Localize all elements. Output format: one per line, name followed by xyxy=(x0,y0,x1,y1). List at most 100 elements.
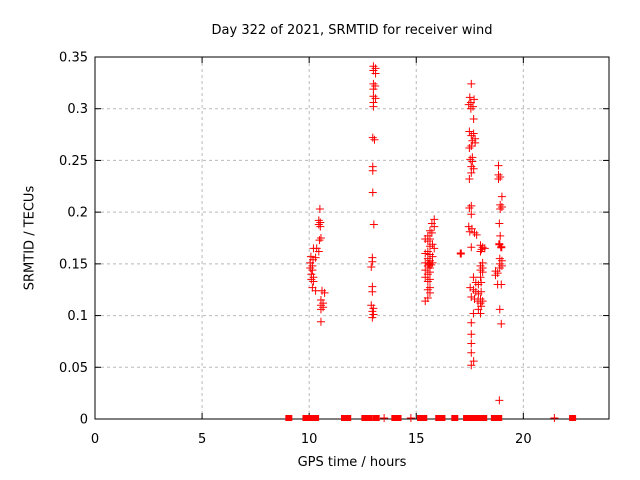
data-point xyxy=(368,287,377,296)
data-point xyxy=(478,297,487,306)
data-point xyxy=(478,243,487,252)
data-point xyxy=(491,271,500,280)
data-point xyxy=(466,283,475,292)
data-point xyxy=(423,277,432,286)
data-point xyxy=(495,396,504,405)
data-point-zero xyxy=(312,415,320,421)
data-point-zero xyxy=(361,415,369,421)
data-point xyxy=(469,115,478,124)
data-point xyxy=(470,228,479,237)
data-point xyxy=(474,305,483,314)
data-point xyxy=(467,318,476,327)
data-point xyxy=(467,348,476,357)
data-point xyxy=(496,172,505,181)
data-point xyxy=(469,102,478,111)
data-point xyxy=(493,269,502,278)
data-point xyxy=(465,204,474,213)
data-point xyxy=(425,235,434,244)
data-point-zero xyxy=(474,415,482,421)
data-point xyxy=(494,161,503,170)
data-point xyxy=(497,192,506,201)
data-point xyxy=(371,94,380,103)
data-point xyxy=(495,305,504,314)
data-point xyxy=(320,288,329,297)
data-point xyxy=(467,79,476,88)
data-point xyxy=(465,227,474,236)
y-tick-label: 0.05 xyxy=(59,361,88,376)
data-point xyxy=(467,210,476,219)
data-point xyxy=(368,166,377,175)
data-point xyxy=(421,249,430,258)
data-point xyxy=(315,236,324,245)
chart-title: Day 322 of 2021, SRMTID for receiver win… xyxy=(211,23,493,38)
data-point xyxy=(465,93,474,102)
y-tick-label: 0.25 xyxy=(59,154,88,169)
data-point xyxy=(469,273,478,282)
data-point xyxy=(467,292,476,301)
data-point-zero xyxy=(365,415,373,421)
data-point xyxy=(468,157,477,166)
data-point xyxy=(430,215,439,224)
data-point xyxy=(314,247,323,256)
data-point xyxy=(380,414,389,422)
data-point xyxy=(421,266,430,275)
data-point xyxy=(425,259,434,268)
data-point xyxy=(425,226,434,235)
data-point xyxy=(425,288,434,297)
data-point xyxy=(472,230,481,239)
data-point xyxy=(497,261,506,270)
x-tick-label: 10 xyxy=(301,432,318,447)
data-point xyxy=(425,242,434,251)
data-point xyxy=(309,277,318,286)
data-point xyxy=(465,127,474,136)
data-point xyxy=(430,244,439,253)
data-point xyxy=(425,268,434,277)
data-point xyxy=(497,280,506,289)
data-point xyxy=(495,263,504,272)
data-point xyxy=(306,263,315,272)
y-tick-label: 0.1 xyxy=(67,309,88,324)
data-point xyxy=(478,268,487,277)
data-point xyxy=(495,219,504,228)
data-point xyxy=(315,205,324,214)
data-point xyxy=(476,266,485,275)
data-point xyxy=(497,319,506,328)
data-point xyxy=(421,273,430,282)
data-point xyxy=(466,104,475,113)
data-point xyxy=(465,144,474,153)
data-point xyxy=(494,175,503,184)
data-point xyxy=(316,317,325,326)
y-tick-label: 0.3 xyxy=(67,102,88,117)
data-point xyxy=(464,222,473,231)
data-point xyxy=(368,313,377,322)
data-point xyxy=(467,168,476,177)
data-point-zero xyxy=(495,415,503,421)
data-point xyxy=(550,414,559,422)
data-point-zero xyxy=(302,415,310,421)
data-point xyxy=(467,361,476,370)
y-tick-label: 0.35 xyxy=(59,51,88,66)
data-point-zero xyxy=(569,415,577,421)
x-axis-label: GPS time / hours xyxy=(297,455,407,470)
data-point xyxy=(368,133,377,142)
data-point xyxy=(467,201,476,210)
data-point-zero xyxy=(372,415,380,421)
y-tick-label: 0.15 xyxy=(59,257,88,272)
data-point xyxy=(477,287,486,296)
data-point xyxy=(316,222,325,231)
data-point xyxy=(367,262,376,271)
data-point xyxy=(319,303,328,312)
data-point-zero xyxy=(344,415,352,421)
x-tick-label: 20 xyxy=(515,432,532,447)
data-point xyxy=(477,245,486,254)
data-point xyxy=(406,414,415,422)
data-point xyxy=(368,257,377,266)
data-point xyxy=(497,202,506,211)
data-point-zero xyxy=(420,415,428,421)
data-point xyxy=(477,278,486,287)
data-point xyxy=(421,297,430,306)
data-point-zero xyxy=(394,415,402,421)
data-point xyxy=(371,69,380,78)
x-tick-label: 0 xyxy=(91,432,99,447)
